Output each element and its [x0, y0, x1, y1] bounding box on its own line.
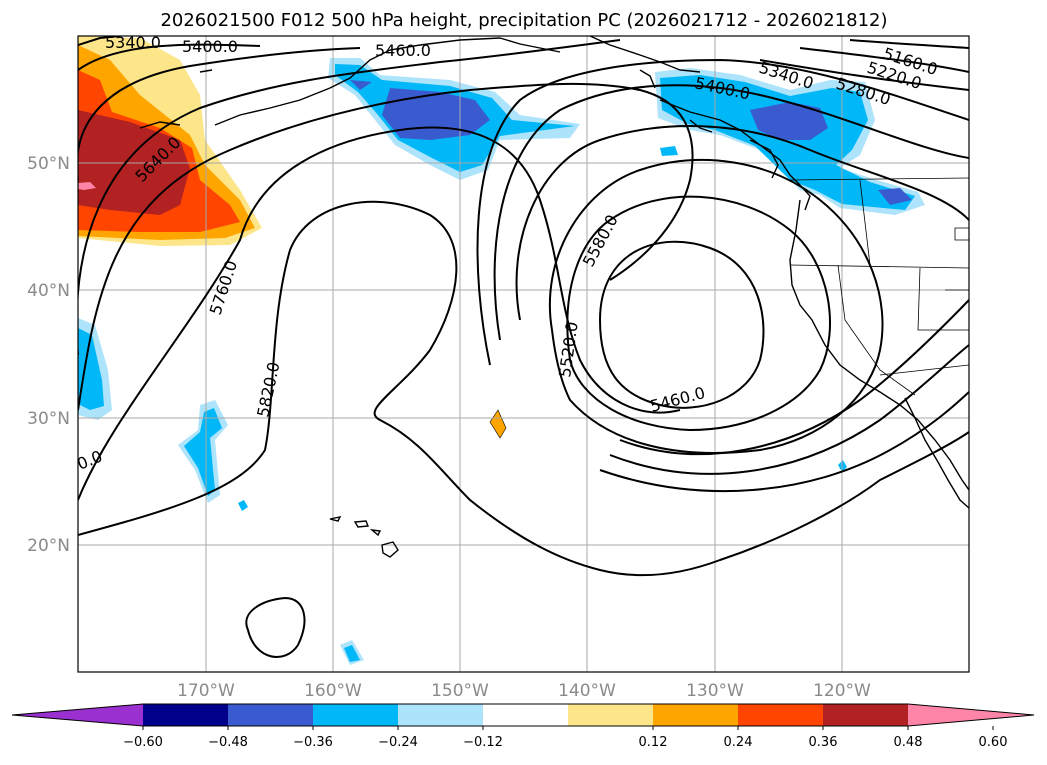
precip-region-central-negative	[178, 400, 248, 511]
colorbar-segment	[823, 704, 909, 726]
colorbar-tick-labels: −0.60 −0.48 −0.36 −0.24 −0.12 0.12 0.24 0.36 0.4…	[123, 726, 1007, 750]
colorbar-tick-label: 0.60	[979, 735, 1008, 750]
colorbar-tick-label: −0.48	[208, 735, 248, 750]
longitude-label: 170°W	[177, 681, 235, 701]
colorbar-segment	[653, 704, 739, 726]
political-borders	[789, 177, 969, 396]
map-frame	[77, 35, 970, 673]
colorbar-tick-label: 0.36	[809, 735, 838, 750]
colorbar-tick-label: 0.24	[724, 735, 753, 750]
colorbar-segment	[398, 704, 484, 726]
longitude-label: 130°W	[686, 681, 744, 701]
colorbar-segment	[483, 704, 569, 726]
colorbar-segment	[313, 704, 399, 726]
colorbar	[11, 703, 1035, 727]
precip-region-west-negative	[78, 318, 112, 420]
colorbar-segment	[568, 704, 654, 726]
map-gridlines	[78, 36, 969, 672]
contour-label: 5400.0	[182, 37, 238, 56]
latitude-label: 30°N	[27, 409, 70, 429]
colorbar-segment	[143, 704, 229, 726]
map-title: 2026021500 F012 500 hPa height, precipit…	[160, 10, 887, 31]
longitude-label: 140°W	[558, 681, 616, 701]
colorbar-extend-high	[908, 704, 1034, 726]
longitude-label: 160°W	[304, 681, 362, 701]
latitude-label: 50°N	[27, 154, 70, 174]
colorbar-segment	[738, 704, 824, 726]
latitude-labels: 50°N 40°N 30°N 20°N	[27, 154, 70, 556]
precip-region-gulf-negative	[328, 58, 580, 180]
colorbar-tick-label: −0.60	[123, 735, 163, 750]
colorbar-tick-label: 0.12	[639, 735, 668, 750]
colorbar-extend-low	[12, 704, 143, 726]
colorbar-tick-label: −0.24	[378, 735, 418, 750]
colorbar-segment	[228, 704, 314, 726]
longitude-label: 150°W	[431, 681, 489, 701]
contour-label: 5340.0	[105, 33, 161, 52]
colorbar-tick-label: 0.48	[894, 735, 923, 750]
latitude-label: 40°N	[27, 281, 70, 301]
colorbar-tick-label: −0.36	[293, 735, 333, 750]
longitude-labels: 170°W 160°W 150°W 140°W 130°W 120°W	[177, 681, 871, 701]
latitude-label: 20°N	[27, 536, 70, 556]
precip-small-features	[340, 409, 847, 665]
height-contours	[78, 36, 969, 658]
colorbar-tick-label: −0.12	[463, 735, 503, 750]
contour-label: 5460.0	[375, 41, 431, 60]
longitude-label: 120°W	[813, 681, 871, 701]
